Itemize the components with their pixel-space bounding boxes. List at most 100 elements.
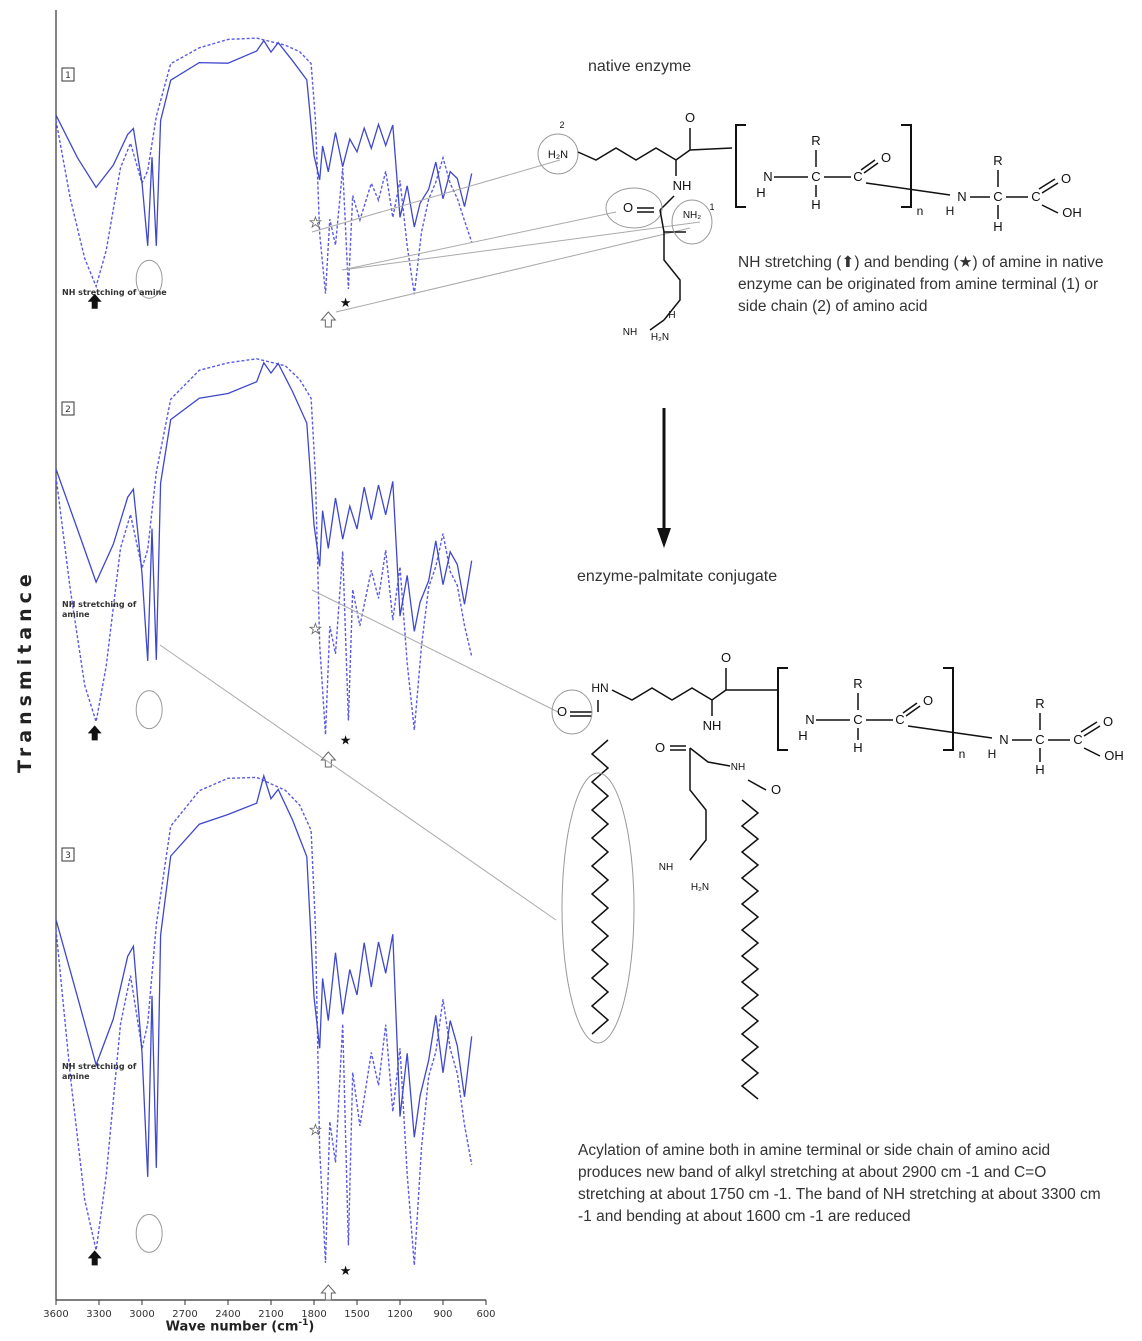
connector-line	[335, 227, 691, 313]
filled-star-marker: ★	[340, 1263, 352, 1278]
x-tick-label: 1800	[301, 1309, 326, 1320]
lysine-chain	[577, 147, 691, 161]
atom-label: 1	[709, 202, 714, 212]
atom-label: C	[853, 712, 862, 727]
bond	[865, 182, 951, 196]
atom-label: O	[923, 693, 933, 708]
bond	[689, 747, 731, 767]
bond	[649, 319, 665, 331]
amide-carbonyl-circle	[551, 689, 593, 735]
panel-tag-box	[61, 847, 75, 862]
alkyl-band-circle	[135, 690, 163, 730]
atom-label: O	[721, 650, 731, 665]
atom-label: N	[957, 189, 966, 204]
y-axis-title: Transmitance	[14, 569, 36, 773]
atom-label: O	[881, 150, 891, 165]
atom-label: O	[655, 740, 665, 755]
atom-label: OH	[1062, 205, 1082, 220]
atom-label: O	[1103, 714, 1113, 729]
spectrum-dashed-2	[55, 358, 473, 735]
bond	[902, 702, 918, 714]
atom-label: R	[853, 676, 862, 691]
bracket-left	[735, 124, 746, 208]
atom-label: N	[763, 169, 772, 184]
arginine-chain-conj	[689, 748, 707, 861]
x-tick-label: 2700	[172, 1309, 197, 1320]
spectrum-dashed-1	[55, 37, 473, 295]
atom-label: H₂N	[548, 149, 568, 161]
atom-label: NH₂	[683, 210, 701, 221]
palmitate-chain-2	[740, 799, 760, 1100]
atom-label: O	[1061, 171, 1071, 186]
atom-label: H₂N	[651, 332, 669, 343]
x-tick-label: 3000	[129, 1309, 154, 1320]
nh-stretch-arrow	[87, 725, 102, 741]
atom-label: C	[811, 169, 820, 184]
bond	[905, 705, 921, 717]
spectrum-solid-2	[55, 361, 473, 661]
x-tick-label: 3600	[43, 1309, 68, 1320]
bond	[1041, 204, 1059, 214]
atom-label: NH	[703, 718, 722, 733]
atom-label: C	[895, 712, 904, 727]
panel-tag-label: 3	[65, 851, 71, 861]
x-tick-label: 3300	[86, 1309, 111, 1320]
alkyl-band-circle	[135, 259, 163, 299]
bracket-right	[901, 124, 912, 208]
nh-stretch-arrow	[87, 293, 102, 309]
open-star-marker: ★	[309, 214, 322, 230]
x-tick-label: 600	[476, 1309, 495, 1320]
bond	[1083, 747, 1101, 757]
x-tick-label: 2400	[215, 1309, 240, 1320]
atom-label: HN	[591, 681, 608, 695]
amine-terminal-circle	[671, 199, 713, 245]
atom-label: C	[1073, 732, 1082, 747]
atom-label: n	[917, 204, 924, 218]
connector-line	[311, 589, 559, 713]
atom-label: C	[1035, 732, 1044, 747]
panel-tag-label: 2	[65, 405, 71, 415]
annotation-panel-3: NH stretching of amine	[62, 1062, 137, 1081]
atom-label: O	[557, 704, 567, 719]
atom-label: H	[946, 204, 955, 218]
atom-label: H	[853, 740, 862, 755]
bracket-left	[777, 667, 788, 751]
panel-tag-box	[61, 401, 75, 416]
atom-label: R	[1035, 696, 1044, 711]
atom-label: O	[685, 110, 695, 125]
arginine-chain	[663, 232, 681, 321]
bond	[863, 162, 879, 174]
bracket-right	[943, 667, 954, 751]
x-tick-label: 2100	[258, 1309, 283, 1320]
native-note: NH stretching (⬆) and bending (★) of ami…	[738, 254, 1104, 315]
x-tick-label: 1500	[344, 1309, 369, 1320]
atom-label: H	[811, 197, 820, 212]
x-tick-label: 900	[433, 1309, 452, 1320]
open-star-marker: ★	[309, 1121, 322, 1137]
atom-label: C	[1031, 189, 1040, 204]
atom-label: H	[756, 185, 765, 200]
reaction-arrow-head	[657, 528, 671, 548]
atom-label: 2	[559, 120, 564, 130]
open-arrow-marker	[320, 311, 337, 328]
atom-label: H	[668, 310, 675, 321]
carbonyl-circle	[605, 187, 663, 229]
atom-label: O	[623, 200, 633, 215]
atom-label: R	[993, 153, 1002, 168]
open-arrow-marker	[320, 751, 337, 768]
alkyl-band-circle	[135, 1213, 163, 1253]
atom-label: C	[853, 169, 862, 184]
spectrum-dashed-3	[55, 776, 473, 1266]
panel-tag-box	[61, 67, 75, 82]
conjugate-label: enzyme-palmitate conjugate	[577, 568, 778, 585]
palmitate-chain-1	[590, 739, 610, 1035]
connector-line	[341, 221, 701, 271]
atom-label: N	[805, 712, 814, 727]
bond	[1083, 725, 1101, 737]
filled-star-marker: ★	[340, 732, 352, 747]
connector-line	[311, 159, 561, 233]
conjugate-note: Acylation of amine both in amine termina…	[578, 1142, 1101, 1225]
bond	[860, 159, 876, 171]
atom-label: NH	[659, 862, 673, 873]
